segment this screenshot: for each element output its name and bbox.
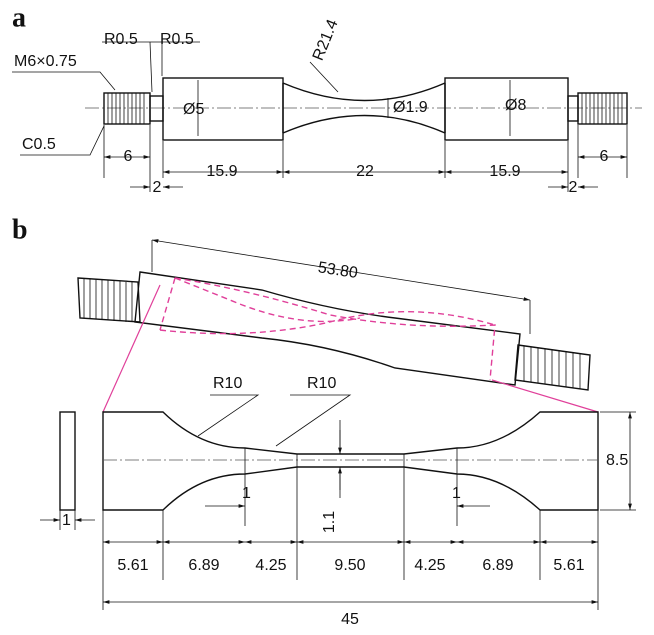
length-label: 6.89	[188, 557, 219, 574]
thread-label: M6×0.75	[14, 53, 77, 70]
radius-label: R10	[213, 375, 242, 392]
length-label: 53.80	[317, 259, 359, 282]
width-label: 8.5	[606, 452, 628, 469]
diameter-label: Ø8	[505, 97, 526, 114]
length-label: 22	[356, 163, 374, 180]
step-label: 1	[452, 485, 461, 502]
gauge-width-label: 1.1	[321, 511, 338, 533]
round-specimen	[85, 78, 642, 140]
radius-label: R10	[307, 375, 336, 392]
length-label: 6.89	[482, 557, 513, 574]
panel-label: a	[12, 2, 26, 33]
connector	[103, 285, 160, 412]
length-label: 9.50	[334, 557, 365, 574]
length-label: 2	[569, 179, 578, 196]
panel-label: b	[12, 214, 28, 245]
radius-label: R0.5	[104, 31, 138, 48]
length-label: 6	[600, 148, 609, 165]
flat-specimen	[40, 395, 636, 610]
length-label: 5.61	[553, 557, 584, 574]
thickness-label: 1	[62, 512, 71, 529]
length-label: 4.25	[255, 557, 286, 574]
radius-label: R21.4	[310, 17, 342, 63]
length-label: 2	[153, 179, 162, 196]
chamfer-label: C0.5	[22, 136, 56, 153]
drawing: a M6×0.75 R0.5 R0.5 R21.4 Ø5 Ø1.9 Ø8 C0.…	[0, 0, 654, 635]
length-label: 5.61	[117, 557, 148, 574]
length-label: 15.9	[489, 163, 520, 180]
step-label: 1	[242, 485, 251, 502]
radius-label: R0.5	[160, 31, 194, 48]
diameter-label: Ø5	[183, 101, 204, 118]
length-label: 6	[124, 148, 133, 165]
length-label: 15.9	[206, 163, 237, 180]
length-label: 45	[341, 611, 359, 628]
length-label: 4.25	[414, 557, 445, 574]
diameter-label: Ø1.9	[393, 99, 428, 116]
